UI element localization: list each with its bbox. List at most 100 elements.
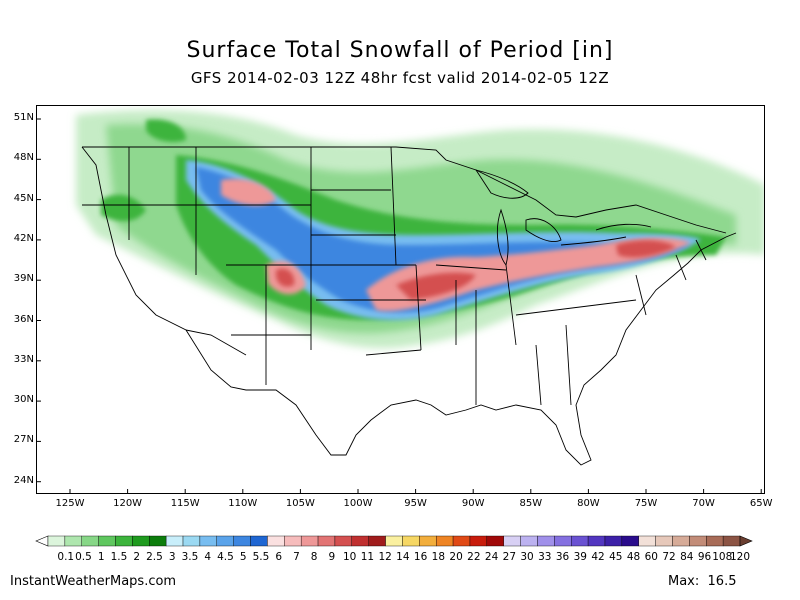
lat-label: 24N [13,474,34,486]
colorbar-label: 33 [538,551,551,563]
lat-label: 33N [13,353,34,365]
colorbar-label: 3 [169,551,176,563]
colorbar-labels: 0.1 0.5 1 1.5 2 2.5 3 3.5 4 4.5 5 5.5 6 7 8 9 10 11 12 14 16… [57,551,750,563]
chart-subtitle: GFS 2014-02-03 12Z 48hr fcst valid 2014-… [190,69,610,87]
colorbar-box [537,535,555,547]
colorbar-label: 9 [329,551,336,563]
lat-label: 27N [13,434,34,446]
lat-label: 48N [13,152,34,164]
colorbar-box [402,535,420,547]
colorbar-box [98,535,116,547]
colorbar-box [435,535,454,547]
lon-label: 65W [749,498,773,509]
colorbar-box [165,535,184,547]
colorbar-box [317,535,336,547]
colorbar-box [587,535,606,547]
colorbar-label: 20 [449,551,462,563]
colorbar-right-arrow [739,535,753,547]
colorbar-box [300,535,319,547]
colorbar-box [554,535,572,547]
colorbar-label: 3.5 [182,551,199,563]
colorbar-label: 30 [520,551,533,563]
colorbar-box [149,535,167,547]
colorbar-label: 36 [556,551,570,563]
colorbar-box [722,535,741,547]
colorbar-box [368,535,386,547]
colorbar-label: 7 [293,551,300,563]
longitude-axis [69,489,762,494]
colorbar-label: 108 [712,551,732,563]
lon-label: 125W [55,498,85,509]
colorbar-label: 0.5 [75,551,92,563]
max-label: Max: [668,574,700,589]
colorbar-label: 16 [414,551,428,563]
colorbar-box [182,535,201,547]
colorbar-label: 96 [698,551,712,563]
colorbar-box [520,535,538,547]
colorbar-label: 18 [432,551,445,563]
colorbar-label: 2.5 [146,551,163,563]
colorbar-box [621,535,639,547]
max-value-box: Max: 16.5 [668,574,736,589]
lon-label: 85W [519,498,543,509]
colorbar-box [351,535,369,547]
colorbar-label: 39 [574,551,587,563]
colorbar-left-arrow [35,535,49,547]
colorbar-box [115,535,133,547]
colorbar-box [250,535,268,547]
lat-label: 30N [13,394,34,406]
colorbar-box [132,535,150,547]
colorbar-box [267,535,285,547]
colorbar-box [486,535,504,547]
lon-label: 80W [577,498,600,509]
colorbar-label: 42 [591,551,604,563]
boundaries [81,146,737,466]
colorbar-box [571,535,589,547]
colorbar-box [638,535,656,547]
colorbar-box [604,535,623,547]
lon-label: 75W [634,498,658,509]
credit-text: InstantWeatherMaps.com [10,574,177,589]
colorbar-label: 22 [467,551,480,563]
lat-label: 39N [13,273,34,285]
latitude-axis [36,118,41,483]
lon-label: 120W [113,498,143,509]
map-frame [36,105,765,494]
colorbar-box [199,535,217,547]
colorbar-label: 10 [343,551,356,563]
colorbar-label: 8 [311,551,318,563]
colorbar-box [284,535,302,547]
colorbar-box [233,535,251,547]
colorbar-label: 5.5 [253,551,270,563]
colorbar-label: 1.5 [111,551,128,563]
colorbar-box [706,535,724,547]
colorbar-label: 72 [662,551,675,563]
colorbar-box [689,535,707,547]
lon-label: 95W [404,498,427,509]
colorbar-label: 11 [361,551,374,563]
lon-label: 110W [228,498,258,509]
colorbar-label: 14 [396,551,410,563]
lon-label: 90W [461,498,485,509]
colorbar-label: 84 [680,551,694,563]
lon-label: 115W [170,498,200,509]
colorbar-label: 4 [204,551,211,563]
colorbar-box [469,535,488,547]
colorbar-box [64,535,82,547]
colorbar-box [47,535,66,547]
colorbar-label: 120 [730,551,750,563]
colorbar-label: 5 [240,551,247,563]
max-value: 16.5 [707,574,737,589]
colorbar-label: 48 [627,551,640,563]
colorbar-box [385,535,403,547]
snowfall-shading [76,110,765,349]
colorbar-label: 2 [133,551,140,563]
lat-label: 42N [13,232,34,244]
colorbar-label: 60 [645,551,658,563]
lat-label: 51N [13,112,34,123]
snowfall-map [36,105,765,494]
colorbar: 0.1 0.5 1 1.5 2 2.5 3 3.5 4 4.5 5 5.5 6 7 8 9 10 11 12 14 16… [35,535,753,563]
colorbar-label: 12 [378,551,391,563]
chart-title: Surface Total Snowfall of Period [in] [186,38,614,63]
lon-label: 70W [692,498,715,509]
